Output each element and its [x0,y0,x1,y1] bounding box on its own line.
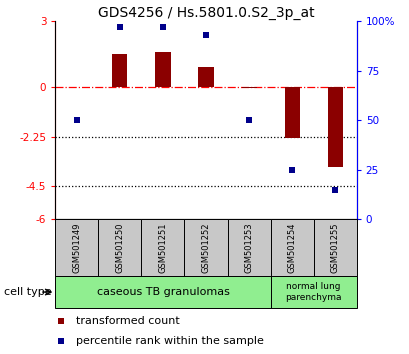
Bar [327,87,342,167]
Text: GSM501249: GSM501249 [72,223,81,273]
Bar [112,54,127,87]
Text: cell type: cell type [4,287,52,297]
Text: GSM501255: GSM501255 [330,223,339,273]
Text: GSM501253: GSM501253 [244,222,253,273]
Bar [141,219,184,276]
Text: percentile rank within the sample: percentile rank within the sample [76,336,264,346]
Bar [241,87,256,88]
Bar [198,68,213,87]
Bar [313,219,356,276]
Bar [55,219,98,276]
Bar [98,219,141,276]
Title: GDS4256 / Hs.5801.0.S2_3p_at: GDS4256 / Hs.5801.0.S2_3p_at [97,6,314,20]
Bar [227,219,270,276]
Bar [184,219,227,276]
Text: caseous TB granulomas: caseous TB granulomas [96,287,229,297]
Text: GSM501254: GSM501254 [287,223,296,273]
Bar [55,276,270,308]
Text: GSM501250: GSM501250 [115,223,124,273]
Bar [284,87,299,138]
Bar [155,52,170,87]
Text: GSM501251: GSM501251 [158,223,167,273]
Text: transformed count: transformed count [76,316,180,326]
Bar [270,276,356,308]
Bar [270,219,313,276]
Text: GSM501252: GSM501252 [201,223,210,273]
Text: normal lung
parenchyma: normal lung parenchyma [285,282,341,302]
